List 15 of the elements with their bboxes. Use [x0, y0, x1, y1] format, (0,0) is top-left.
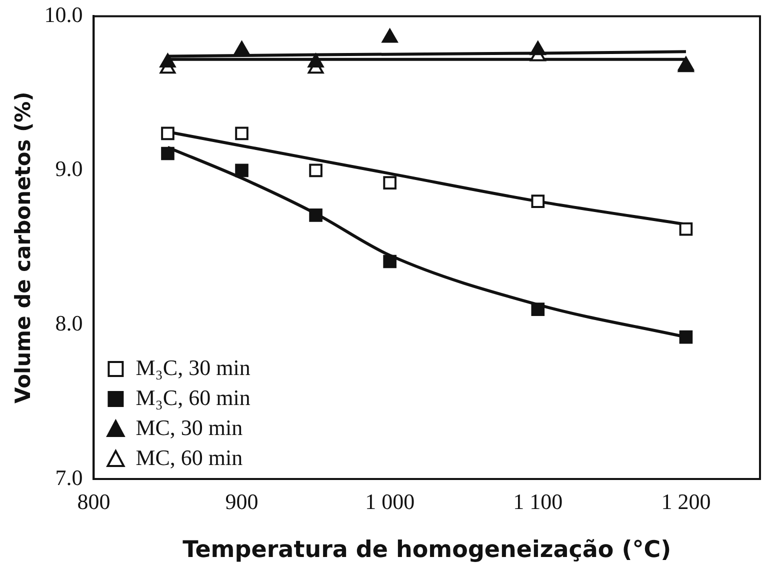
y-tick-label: 8.0	[55, 310, 83, 336]
legend-label: MC, 60 min	[136, 444, 243, 470]
legend-label: M₃C, 60 min	[136, 384, 250, 410]
x-tick-label: 800	[77, 488, 110, 514]
legend-label: M₃C, 30 min	[136, 354, 250, 380]
x-tick-label: 1 200	[661, 488, 711, 514]
y-tick-label: 9.0	[55, 156, 83, 182]
x-tick-label: 1 100	[513, 488, 563, 514]
legend-label: MC, 30 min	[136, 414, 243, 440]
x-tick-label: 1 000	[365, 488, 415, 514]
x-axis-title: Temperatura de homogeneização (°C)	[182, 537, 672, 564]
y-tick-label: 10.0	[44, 2, 83, 27]
y-tick-label: 7.0	[55, 464, 83, 490]
x-tick-label: 900	[225, 488, 258, 514]
y-axis-title: Volume de carbonetos (%)	[11, 92, 36, 404]
